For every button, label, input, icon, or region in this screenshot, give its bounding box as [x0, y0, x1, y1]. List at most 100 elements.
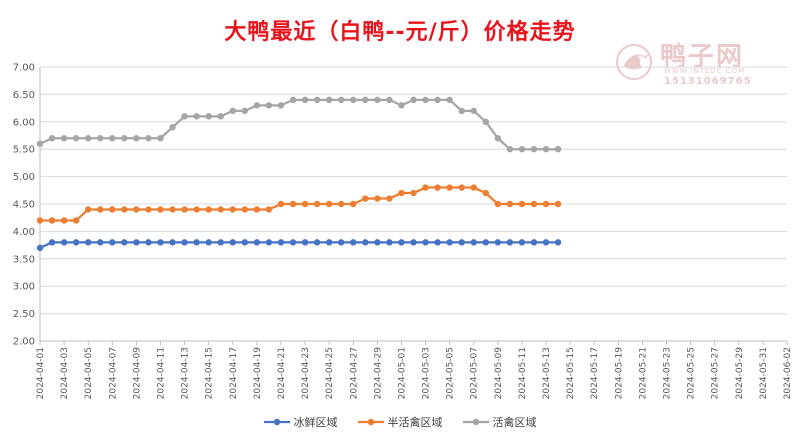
y-tick-label: 5.00 [13, 172, 35, 183]
data-point [506, 146, 514, 153]
data-point [338, 96, 345, 104]
data-point [434, 184, 441, 191]
data-point [97, 239, 104, 246]
data-point [470, 107, 477, 115]
legend-item: 半活禽区域 [357, 414, 443, 430]
data-point [265, 206, 273, 213]
data-point [145, 206, 152, 213]
x-tick-label: 2024-04-23 [301, 347, 311, 399]
legend-swatch [263, 418, 290, 426]
data-point [362, 239, 369, 246]
data-point [542, 146, 550, 153]
x-tick-label: 2024-05-25 [687, 347, 697, 399]
data-point [36, 140, 44, 147]
x-tick-label: 2024-04-27 [349, 347, 359, 399]
data-point [410, 96, 417, 104]
data-point [530, 239, 538, 246]
data-point [289, 96, 297, 104]
data-point [133, 239, 140, 246]
data-point [157, 206, 164, 213]
data-point [241, 206, 249, 213]
data-point [301, 96, 309, 104]
data-point [60, 135, 68, 142]
data-point [205, 113, 212, 120]
data-point [109, 206, 116, 213]
data-point [374, 96, 381, 104]
legend-item: 活禽区域 [462, 414, 537, 430]
data-point [205, 239, 212, 246]
legend-swatch [462, 418, 489, 426]
data-point [446, 96, 453, 104]
data-point [434, 96, 441, 104]
data-point [229, 239, 236, 246]
data-point [542, 239, 550, 246]
series-line [39, 98, 559, 151]
legend-label: 冰鲜区域 [293, 416, 338, 429]
data-point [97, 206, 104, 213]
data-point [97, 135, 104, 142]
x-tick-label: 2024-05-03 [422, 347, 432, 399]
data-point [374, 195, 381, 202]
y-tick-label: 3.50 [13, 254, 35, 265]
data-point [205, 206, 212, 213]
data-point [301, 200, 309, 208]
x-tick-label: 2024-04-03 [60, 347, 70, 399]
x-tick-label: 2024-05-31 [759, 347, 769, 399]
data-point [554, 200, 562, 208]
y-tick-label: 6.50 [13, 90, 35, 101]
data-point [470, 184, 477, 191]
data-point [313, 96, 321, 104]
y-tick-label: 4.50 [13, 200, 35, 211]
y-tick-label: 7.00 [13, 63, 35, 74]
data-point [48, 217, 56, 224]
data-point [72, 239, 80, 246]
y-tick-label: 3.00 [13, 282, 35, 293]
data-point [434, 239, 441, 246]
y-tick-labels: 7.00 6.50 6.00 5.50 5.00 4.50 4.00 3.50 3.00 2.50… [13, 63, 35, 348]
data-point [398, 189, 405, 197]
data-point [84, 239, 92, 246]
data-point [265, 239, 273, 246]
x-tick-label: 2024-05-11 [518, 347, 528, 399]
x-tick-label: 2024-04-29 [373, 347, 383, 400]
series-3 [36, 96, 562, 153]
data-point [325, 200, 333, 208]
data-point [253, 102, 261, 109]
data-point [169, 124, 176, 131]
legend: 冰鲜区域 半活禽区域 活禽区域 [0, 414, 800, 430]
data-point [181, 239, 188, 246]
x-tick-label: 2024-05-19 [614, 347, 624, 400]
y-tick-label: 5.50 [13, 145, 35, 156]
data-point [530, 146, 538, 153]
data-point [350, 96, 357, 104]
duck-logo-icon [616, 44, 652, 80]
data-point [84, 206, 92, 213]
data-point [325, 96, 333, 104]
x-tick-label: 2024-04-01 [36, 347, 46, 399]
data-point [36, 217, 44, 224]
x-tick-label: 2024-05-05 [446, 347, 456, 399]
data-point [350, 239, 357, 246]
data-point [157, 239, 164, 246]
y-tick-label: 6.00 [13, 117, 35, 128]
data-point [229, 107, 236, 115]
data-point [253, 239, 261, 246]
data-point [36, 244, 44, 252]
data-point [277, 102, 285, 109]
series-2 [36, 184, 562, 224]
x-tick-label: 2024-05-23 [663, 347, 673, 399]
x-tick-label: 2024-04-11 [156, 347, 166, 399]
data-point [217, 239, 224, 246]
x-tick-label: 2024-05-01 [397, 347, 407, 399]
watermark-url: WWW.INTEDC.COM [664, 67, 746, 75]
data-point [458, 239, 465, 246]
x-tick-label: 2024-05-27 [711, 347, 721, 399]
data-point [482, 239, 489, 246]
data-point [458, 107, 465, 115]
data-point [241, 107, 249, 115]
x-tick-label: 2024-04-17 [229, 347, 239, 399]
data-point [289, 200, 297, 208]
data-point [386, 239, 393, 246]
data-point [325, 239, 333, 246]
